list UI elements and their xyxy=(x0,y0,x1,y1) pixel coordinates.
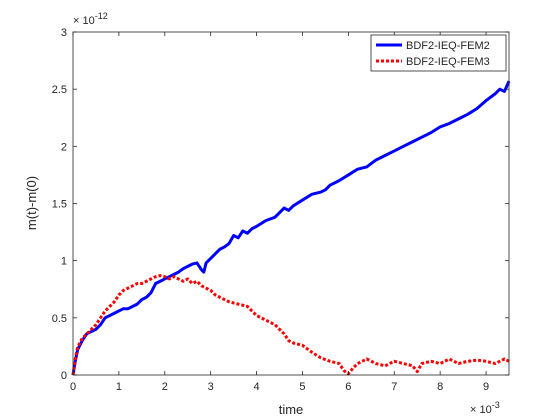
axes-layer: 0 1 2 3 4 5 6 7 8 9 0 0.5 1 1.5 2 2.5 3 xyxy=(52,27,510,393)
y-exponent-base: × 10 xyxy=(73,15,95,27)
x-axis-label: time xyxy=(279,402,304,417)
y-tick-label: 2 xyxy=(61,141,67,153)
x-tick-label: 9 xyxy=(483,381,489,393)
y-exponent-label: × 10-12 xyxy=(73,11,108,27)
legend-label-fem3: BDF2-IEQ-FEM3 xyxy=(406,56,490,68)
series-layer xyxy=(71,80,511,376)
x-tick-label: 8 xyxy=(437,381,443,393)
y-axis-label: m(t)-m(0) xyxy=(24,176,39,230)
x-tick-label: 4 xyxy=(254,381,260,393)
legend-box xyxy=(370,34,507,72)
y-tick-label: 0.5 xyxy=(52,313,67,325)
y-tick-label: 1 xyxy=(61,256,67,268)
x-tick-label: 7 xyxy=(391,381,397,393)
x-tick-label: 6 xyxy=(345,381,351,393)
y-tick-label: 3 xyxy=(61,27,67,39)
x-tick-label: 2 xyxy=(162,381,168,393)
legend-label-fem2: BDF2-IEQ-FEM2 xyxy=(406,40,490,52)
x-exponent-label: × 10-3 xyxy=(470,400,500,416)
y-exponent-power: -12 xyxy=(95,11,108,21)
legend: BDF2-IEQ-FEM2 BDF2-IEQ-FEM3 xyxy=(370,34,507,72)
x-tick-label: 0 xyxy=(70,381,76,393)
y-tick-label: 2.5 xyxy=(52,84,67,96)
y-tick-label: 0 xyxy=(61,370,67,382)
series-line-bdf2-ieq-fem2 xyxy=(71,80,511,376)
x-exponent-power: -3 xyxy=(492,400,500,410)
x-tick-label: 5 xyxy=(299,381,305,393)
x-tick-label: 3 xyxy=(208,381,214,393)
plot-area xyxy=(73,32,509,375)
series-line-bdf2-ieq-fem3 xyxy=(71,274,510,376)
x-tick-label: 1 xyxy=(116,381,122,393)
y-tick-label: 1.5 xyxy=(52,199,67,211)
x-exponent-base: × 10 xyxy=(470,404,492,416)
